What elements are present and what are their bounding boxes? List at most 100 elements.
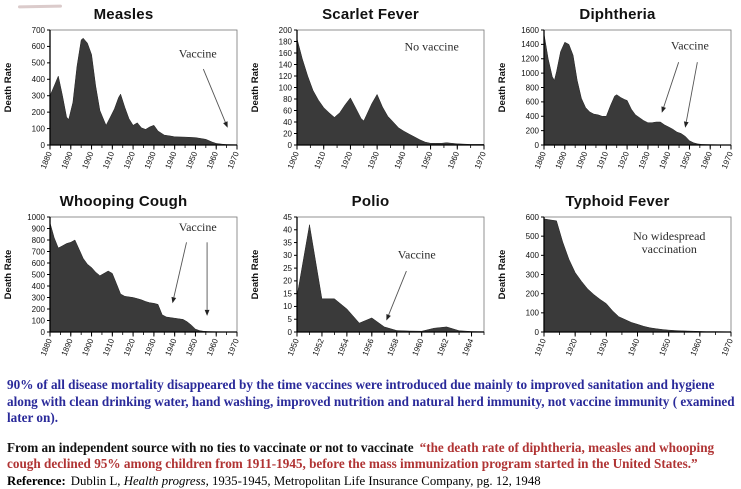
svg-text:1930: 1930 — [143, 337, 158, 357]
svg-text:40: 40 — [283, 118, 292, 127]
svg-text:1910: 1910 — [313, 150, 328, 170]
svg-text:Death Rate: Death Rate — [497, 63, 508, 113]
svg-text:1956: 1956 — [361, 337, 376, 357]
svg-text:1900: 1900 — [286, 150, 301, 170]
svg-text:0: 0 — [41, 141, 46, 150]
svg-text:300: 300 — [32, 293, 46, 302]
page-root: { "page": {"background": "#ffffff"}, "de… — [0, 0, 741, 468]
svg-text:400: 400 — [32, 282, 46, 291]
svg-text:1970: 1970 — [720, 150, 735, 170]
svg-text:1910: 1910 — [101, 150, 116, 170]
svg-text:1920: 1920 — [339, 150, 354, 170]
svg-text:1940: 1940 — [164, 337, 179, 357]
svg-text:500: 500 — [32, 270, 46, 279]
svg-text:15: 15 — [283, 289, 292, 298]
svg-text:500: 500 — [32, 59, 46, 68]
footer-text-block: 90% of all disease mortality disappeared… — [0, 373, 741, 489]
svg-text:1950: 1950 — [184, 150, 199, 170]
svg-text:Vaccine: Vaccine — [398, 247, 436, 261]
svg-text:1962: 1962 — [435, 337, 450, 357]
svg-text:1958: 1958 — [386, 337, 401, 357]
svg-text:vaccination: vaccination — [642, 242, 697, 256]
svg-text:120: 120 — [279, 72, 293, 81]
svg-text:1890: 1890 — [60, 337, 75, 357]
svg-text:Death Rate: Death Rate — [250, 63, 261, 113]
svg-text:1964: 1964 — [460, 337, 475, 357]
svg-text:1200: 1200 — [521, 55, 539, 64]
svg-text:5: 5 — [288, 315, 293, 324]
chart-title-polio: Polio — [247, 193, 494, 210]
svg-text:300: 300 — [526, 270, 540, 279]
svg-text:100: 100 — [32, 124, 46, 133]
svg-text:1910: 1910 — [533, 337, 548, 357]
svg-text:1880: 1880 — [533, 150, 548, 170]
svg-text:0: 0 — [288, 328, 293, 337]
svg-text:1880: 1880 — [39, 150, 54, 170]
svg-text:1920: 1920 — [122, 337, 137, 357]
svg-text:400: 400 — [526, 251, 540, 260]
independent-source-intro: From an independent source with no ties … — [7, 440, 414, 455]
svg-text:1000: 1000 — [27, 213, 45, 222]
svg-text:No widespread: No widespread — [633, 229, 705, 243]
svg-text:900: 900 — [32, 224, 46, 233]
svg-text:1930: 1930 — [143, 150, 158, 170]
svg-text:200: 200 — [32, 305, 46, 314]
svg-text:1950: 1950 — [419, 150, 434, 170]
svg-text:1954: 1954 — [336, 337, 351, 357]
svg-text:700: 700 — [32, 26, 46, 35]
chart-title-whooping-cough: Whooping Cough — [0, 193, 247, 210]
svg-text:400: 400 — [526, 112, 540, 121]
svg-text:1920: 1920 — [616, 150, 631, 170]
svg-text:1960: 1960 — [699, 150, 714, 170]
svg-text:1970: 1970 — [226, 337, 241, 357]
svg-text:1920: 1920 — [122, 150, 137, 170]
svg-text:600: 600 — [32, 42, 46, 51]
svg-text:Death Rate: Death Rate — [250, 250, 261, 300]
reference-label: Reference: — [7, 474, 66, 488]
svg-text:100: 100 — [279, 83, 293, 92]
svg-text:200: 200 — [526, 126, 540, 135]
svg-text:Death Rate: Death Rate — [3, 250, 14, 300]
svg-text:600: 600 — [32, 259, 46, 268]
svg-text:160: 160 — [279, 49, 293, 58]
svg-text:1940: 1940 — [164, 150, 179, 170]
svg-text:Vaccine: Vaccine — [671, 39, 709, 53]
svg-text:0: 0 — [288, 141, 293, 150]
svg-text:600: 600 — [526, 213, 540, 222]
svg-text:140: 140 — [279, 60, 293, 69]
svg-text:1950: 1950 — [184, 337, 199, 357]
svg-text:1940: 1940 — [393, 150, 408, 170]
svg-text:20: 20 — [283, 277, 292, 286]
svg-text:1960: 1960 — [689, 337, 704, 357]
reference-publisher: 1935-1945, Metropolitan Life Insurance C… — [212, 474, 541, 488]
svg-text:800: 800 — [32, 236, 46, 245]
svg-text:80: 80 — [283, 95, 292, 104]
svg-text:100: 100 — [526, 309, 540, 318]
svg-text:1400: 1400 — [521, 40, 539, 49]
svg-text:0: 0 — [535, 328, 540, 337]
svg-text:40: 40 — [283, 226, 292, 235]
svg-text:Vaccine: Vaccine — [179, 47, 217, 61]
svg-text:800: 800 — [526, 83, 540, 92]
svg-text:200: 200 — [526, 289, 540, 298]
svg-text:1970: 1970 — [473, 150, 488, 170]
svg-text:200: 200 — [279, 26, 293, 35]
svg-text:1900: 1900 — [80, 337, 95, 357]
svg-text:1960: 1960 — [205, 337, 220, 357]
svg-text:500: 500 — [526, 232, 540, 241]
svg-text:180: 180 — [279, 37, 293, 46]
svg-text:1930: 1930 — [366, 150, 381, 170]
svg-text:1960: 1960 — [205, 150, 220, 170]
svg-text:1890: 1890 — [60, 150, 75, 170]
svg-text:1950: 1950 — [678, 150, 693, 170]
